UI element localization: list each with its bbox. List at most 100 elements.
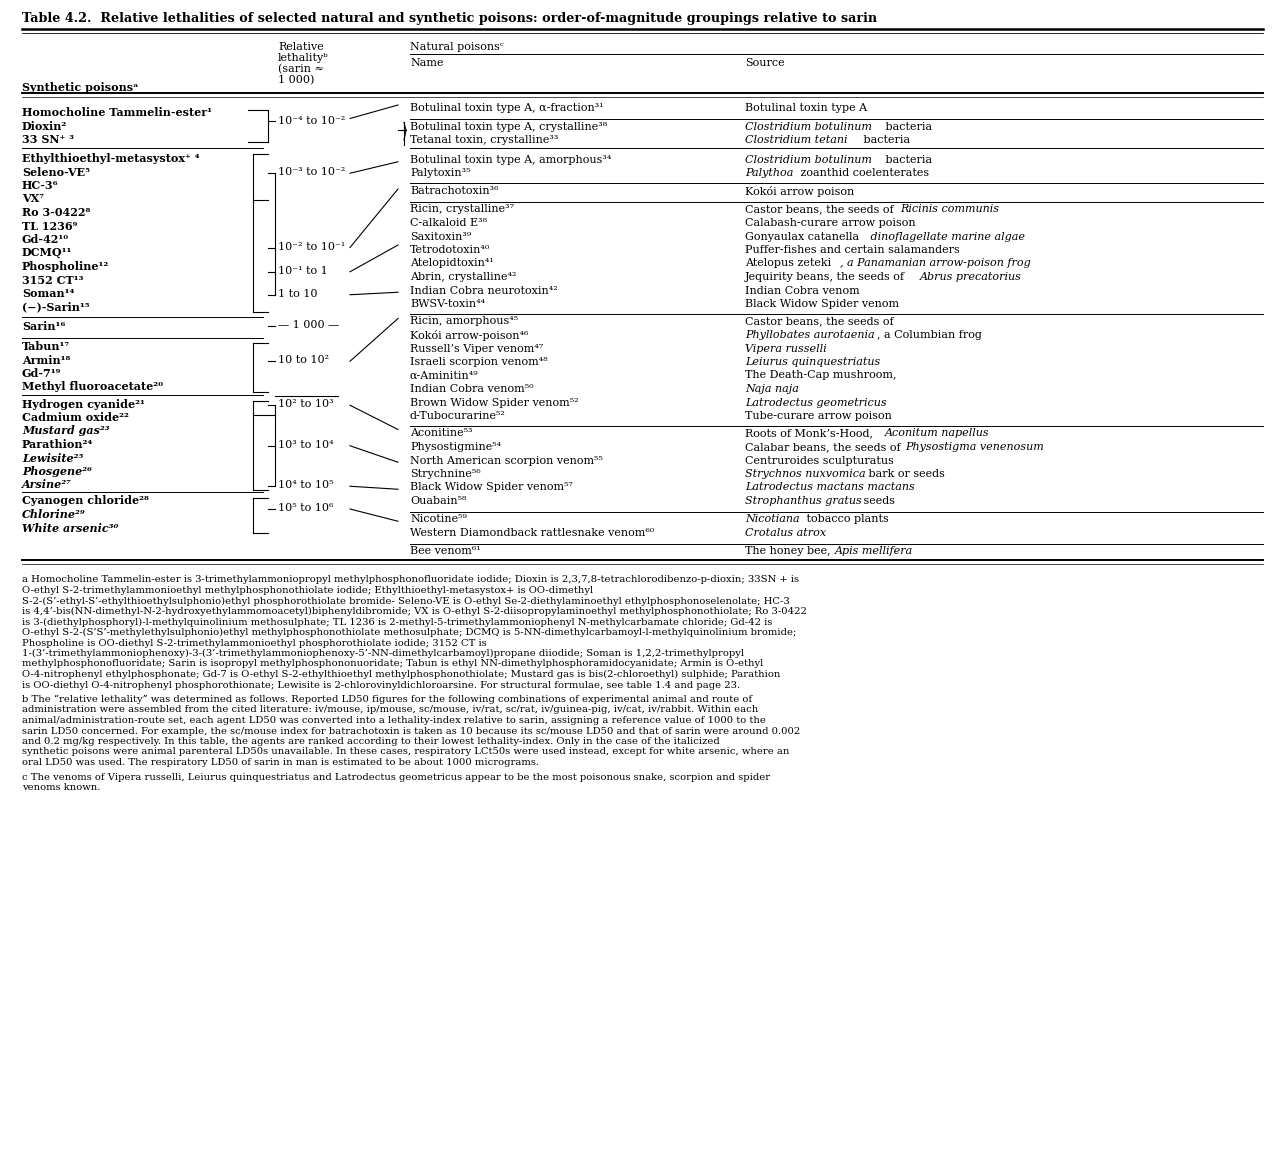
Text: oral LD50 was used. The respiratory LD50 of sarin in man is estimated to be abou: oral LD50 was used. The respiratory LD50… xyxy=(22,758,538,767)
Text: Botulinal toxin type A, amorphous³⁴: Botulinal toxin type A, amorphous³⁴ xyxy=(411,155,611,164)
Text: Strophanthus gratus: Strophanthus gratus xyxy=(744,496,862,506)
Text: 10² to 10³: 10² to 10³ xyxy=(278,400,334,409)
Text: Ro 3-0422⁸: Ro 3-0422⁸ xyxy=(22,207,91,219)
Text: 1-(3’-trimethylammoniophenoxy)-3-(3’-trimethylammoniophenoxy-5’-NN-dimethylcarba: 1-(3’-trimethylammoniophenoxy)-3-(3’-tri… xyxy=(22,649,744,658)
Text: S-2-(S’-ethyl-S’-ethylthioethylsulphonio)ethyl phosphorothiolate bromide- Seleno: S-2-(S’-ethyl-S’-ethylthioethylsulphonio… xyxy=(22,597,789,605)
Text: Abrus precatorius: Abrus precatorius xyxy=(920,271,1022,282)
Text: Natural poisonsᶜ: Natural poisonsᶜ xyxy=(411,42,504,52)
Text: Strychnine⁵⁶: Strychnine⁵⁶ xyxy=(411,469,481,479)
Text: Tetrodotoxin⁴⁰: Tetrodotoxin⁴⁰ xyxy=(411,246,490,255)
Text: Jequirity beans, the seeds of: Jequirity beans, the seeds of xyxy=(744,271,908,282)
Text: venoms known.: venoms known. xyxy=(22,783,100,792)
Text: Ouabain⁵⁸: Ouabain⁵⁸ xyxy=(411,496,467,506)
Text: Armin¹⁸: Armin¹⁸ xyxy=(22,355,70,365)
Text: Apis mellifera: Apis mellifera xyxy=(835,546,913,557)
Text: Methyl fluoroacetate²⁰: Methyl fluoroacetate²⁰ xyxy=(22,382,162,392)
Text: C-alkaloid E³⁸: C-alkaloid E³⁸ xyxy=(411,219,487,228)
Text: 1 to 10: 1 to 10 xyxy=(278,289,317,298)
Text: Parathion²⁴: Parathion²⁴ xyxy=(22,439,93,450)
Text: O-ethyl S-2-trimethylammonioethyl methylphosphonothiolate iodide; Ethylthioethyl: O-ethyl S-2-trimethylammonioethyl methyl… xyxy=(22,586,593,595)
Text: Phosgene²⁶: Phosgene²⁶ xyxy=(22,466,92,477)
Text: Hydrogen cyanide²¹: Hydrogen cyanide²¹ xyxy=(22,398,145,410)
Text: Phyllobates aurotaenia: Phyllobates aurotaenia xyxy=(744,330,875,340)
Text: Cyanogen chloride²⁸: Cyanogen chloride²⁸ xyxy=(22,496,148,506)
Text: bacteria: bacteria xyxy=(859,135,911,145)
Text: Table 4.2.  Relative lethalities of selected natural and synthetic poisons: orde: Table 4.2. Relative lethalities of selec… xyxy=(22,12,877,25)
Text: Arsine²⁷: Arsine²⁷ xyxy=(22,479,72,490)
Text: Black Widow Spider venom: Black Widow Spider venom xyxy=(744,298,899,309)
Text: 10 to 10²: 10 to 10² xyxy=(278,355,329,365)
Text: is OO-diethyl O-4-nitrophenyl phosphorothionate; Lewisite is 2-chlorovinyldichlo: is OO-diethyl O-4-nitrophenyl phosphorot… xyxy=(22,680,741,690)
Text: Cadmium oxide²²: Cadmium oxide²² xyxy=(22,412,129,423)
Text: Puffer-fishes and certain salamanders: Puffer-fishes and certain salamanders xyxy=(744,246,959,255)
Text: TL 1236⁹: TL 1236⁹ xyxy=(22,221,77,231)
Text: O-ethyl S-2-(S’S’-methylethylsulphonio)ethyl methylphosphonothiolate methosulpha: O-ethyl S-2-(S’S’-methylethylsulphonio)e… xyxy=(22,627,797,637)
Text: Indian Cobra neurotoxin⁴²: Indian Cobra neurotoxin⁴² xyxy=(411,286,558,295)
Text: VX⁷: VX⁷ xyxy=(22,194,43,204)
Text: Saxitoxin³⁹: Saxitoxin³⁹ xyxy=(411,231,471,242)
Text: synthetic poisons were animal parenteral LD50s unavailable. In these cases, resp: synthetic poisons were animal parenteral… xyxy=(22,747,789,757)
Text: Western Diamondback rattlesnake venom⁶⁰: Western Diamondback rattlesnake venom⁶⁰ xyxy=(411,528,655,538)
Text: Indian Cobra venom⁵⁰: Indian Cobra venom⁵⁰ xyxy=(411,384,533,394)
Text: 10⁴ to 10⁵: 10⁴ to 10⁵ xyxy=(278,481,334,490)
Text: Roots of Monk’s-Hood,: Roots of Monk’s-Hood, xyxy=(744,429,876,438)
Text: Black Widow Spider venom⁵⁷: Black Widow Spider venom⁵⁷ xyxy=(411,483,573,492)
Text: DCMQ¹¹: DCMQ¹¹ xyxy=(22,248,73,258)
Text: Name: Name xyxy=(411,58,444,68)
Text: Tetanal toxin, crystalline³³: Tetanal toxin, crystalline³³ xyxy=(411,135,559,145)
Text: lethalityᵇ: lethalityᵇ xyxy=(278,53,329,63)
Text: Brown Widow Spider venom⁵²: Brown Widow Spider venom⁵² xyxy=(411,397,578,408)
Text: Tabun¹⁷: Tabun¹⁷ xyxy=(22,341,70,352)
Text: Ricin, amorphous⁴⁵: Ricin, amorphous⁴⁵ xyxy=(411,316,518,327)
Text: Leiurus quinquestriatus: Leiurus quinquestriatus xyxy=(744,357,880,367)
Text: Ricin, crystalline³⁷: Ricin, crystalline³⁷ xyxy=(411,204,514,215)
Text: Calabash-curare arrow poison: Calabash-curare arrow poison xyxy=(744,219,916,228)
Text: Botulinal toxin type A: Botulinal toxin type A xyxy=(744,103,867,113)
Text: Mustard gas²³: Mustard gas²³ xyxy=(22,425,110,436)
Text: Gonyaulax catanella: Gonyaulax catanella xyxy=(744,231,859,242)
Text: Aconitine⁵³: Aconitine⁵³ xyxy=(411,429,472,438)
Text: Palytoxin³⁵: Palytoxin³⁵ xyxy=(411,168,471,179)
Text: dinoflagellate marine algae: dinoflagellate marine algae xyxy=(867,231,1024,242)
Text: 1 000): 1 000) xyxy=(278,75,315,86)
Text: , a Columbian frog: , a Columbian frog xyxy=(877,330,982,340)
Text: Calabar beans, the seeds of: Calabar beans, the seeds of xyxy=(744,442,904,452)
Text: α-Aminitin⁴⁹: α-Aminitin⁴⁹ xyxy=(411,370,478,381)
Text: a Homocholine Tammelin-ester is 3-trimethylammoniopropyl methylphosphonofluorida: a Homocholine Tammelin-ester is 3-trimet… xyxy=(22,576,799,584)
Text: and 0.2 mg/kg respectively. In this table, the agents are ranked according to th: and 0.2 mg/kg respectively. In this tabl… xyxy=(22,737,720,746)
Text: Gd-42¹⁰: Gd-42¹⁰ xyxy=(22,234,69,246)
Text: Vipera russelli: Vipera russelli xyxy=(744,343,826,354)
Text: The honey bee,: The honey bee, xyxy=(744,546,834,557)
Text: 10⁻¹ to 1: 10⁻¹ to 1 xyxy=(278,266,327,276)
Text: Atelopus zeteki: Atelopus zeteki xyxy=(744,258,831,269)
Text: O-4-nitrophenyl ethylphosphonate; Gd-7 is O-ethyl S-2-ethylthioethyl methylphosp: O-4-nitrophenyl ethylphosphonate; Gd-7 i… xyxy=(22,670,780,679)
Text: Russell’s Viper venom⁴⁷: Russell’s Viper venom⁴⁷ xyxy=(411,343,544,354)
Text: sarin LD50 concerned. For example, the sc/mouse index for batrachotoxin is taken: sarin LD50 concerned. For example, the s… xyxy=(22,726,801,736)
Text: 10⁻² to 10⁻¹: 10⁻² to 10⁻¹ xyxy=(278,242,345,251)
Text: Lewisite²⁵: Lewisite²⁵ xyxy=(22,452,83,463)
Text: (−)-Sarin¹⁵: (−)-Sarin¹⁵ xyxy=(22,302,90,313)
Text: 10⁵ to 10⁶: 10⁵ to 10⁶ xyxy=(278,503,334,513)
Text: Clostridium tetani: Clostridium tetani xyxy=(744,135,848,145)
Text: 10⁻⁴ to 10⁻²: 10⁻⁴ to 10⁻² xyxy=(278,115,345,126)
Text: Sarin¹⁶: Sarin¹⁶ xyxy=(22,321,65,331)
Text: White arsenic³⁰: White arsenic³⁰ xyxy=(22,523,119,533)
Text: The Death-Cap mushroom,: The Death-Cap mushroom, xyxy=(744,370,900,381)
Text: (sarin ≈: (sarin ≈ xyxy=(278,63,324,74)
Text: Strychnos nuxvomica: Strychnos nuxvomica xyxy=(744,469,866,479)
Text: Botulinal toxin type A, α-fraction³¹: Botulinal toxin type A, α-fraction³¹ xyxy=(411,103,604,113)
Text: Ethylthioethyl-metasystox⁺ ⁴: Ethylthioethyl-metasystox⁺ ⁴ xyxy=(22,153,200,164)
Text: Chlorine²⁹: Chlorine²⁹ xyxy=(22,509,86,521)
Text: Phospholine¹²: Phospholine¹² xyxy=(22,261,109,271)
Text: Crotalus atrox: Crotalus atrox xyxy=(744,528,826,538)
Text: administration were assembled from the cited literature: iv/mouse, ip/mouse, sc/: administration were assembled from the c… xyxy=(22,705,758,714)
Text: Phospholine is OO-diethyl S-2-trimethylammonioethyl phosphorothiolate iodide; 31: Phospholine is OO-diethyl S-2-trimethyla… xyxy=(22,638,487,647)
Text: Clostridium botulinum: Clostridium botulinum xyxy=(744,121,872,132)
Text: Nicotiana: Nicotiana xyxy=(744,515,799,524)
Text: Bee venom⁶¹: Bee venom⁶¹ xyxy=(411,546,481,557)
Text: North American scorpion venom⁵⁵: North American scorpion venom⁵⁵ xyxy=(411,456,602,465)
Text: bacteria: bacteria xyxy=(883,155,932,164)
Text: Castor beans, the seeds of: Castor beans, the seeds of xyxy=(744,316,897,327)
Text: Source: Source xyxy=(744,58,784,68)
Text: Gd-7¹⁹: Gd-7¹⁹ xyxy=(22,368,61,380)
